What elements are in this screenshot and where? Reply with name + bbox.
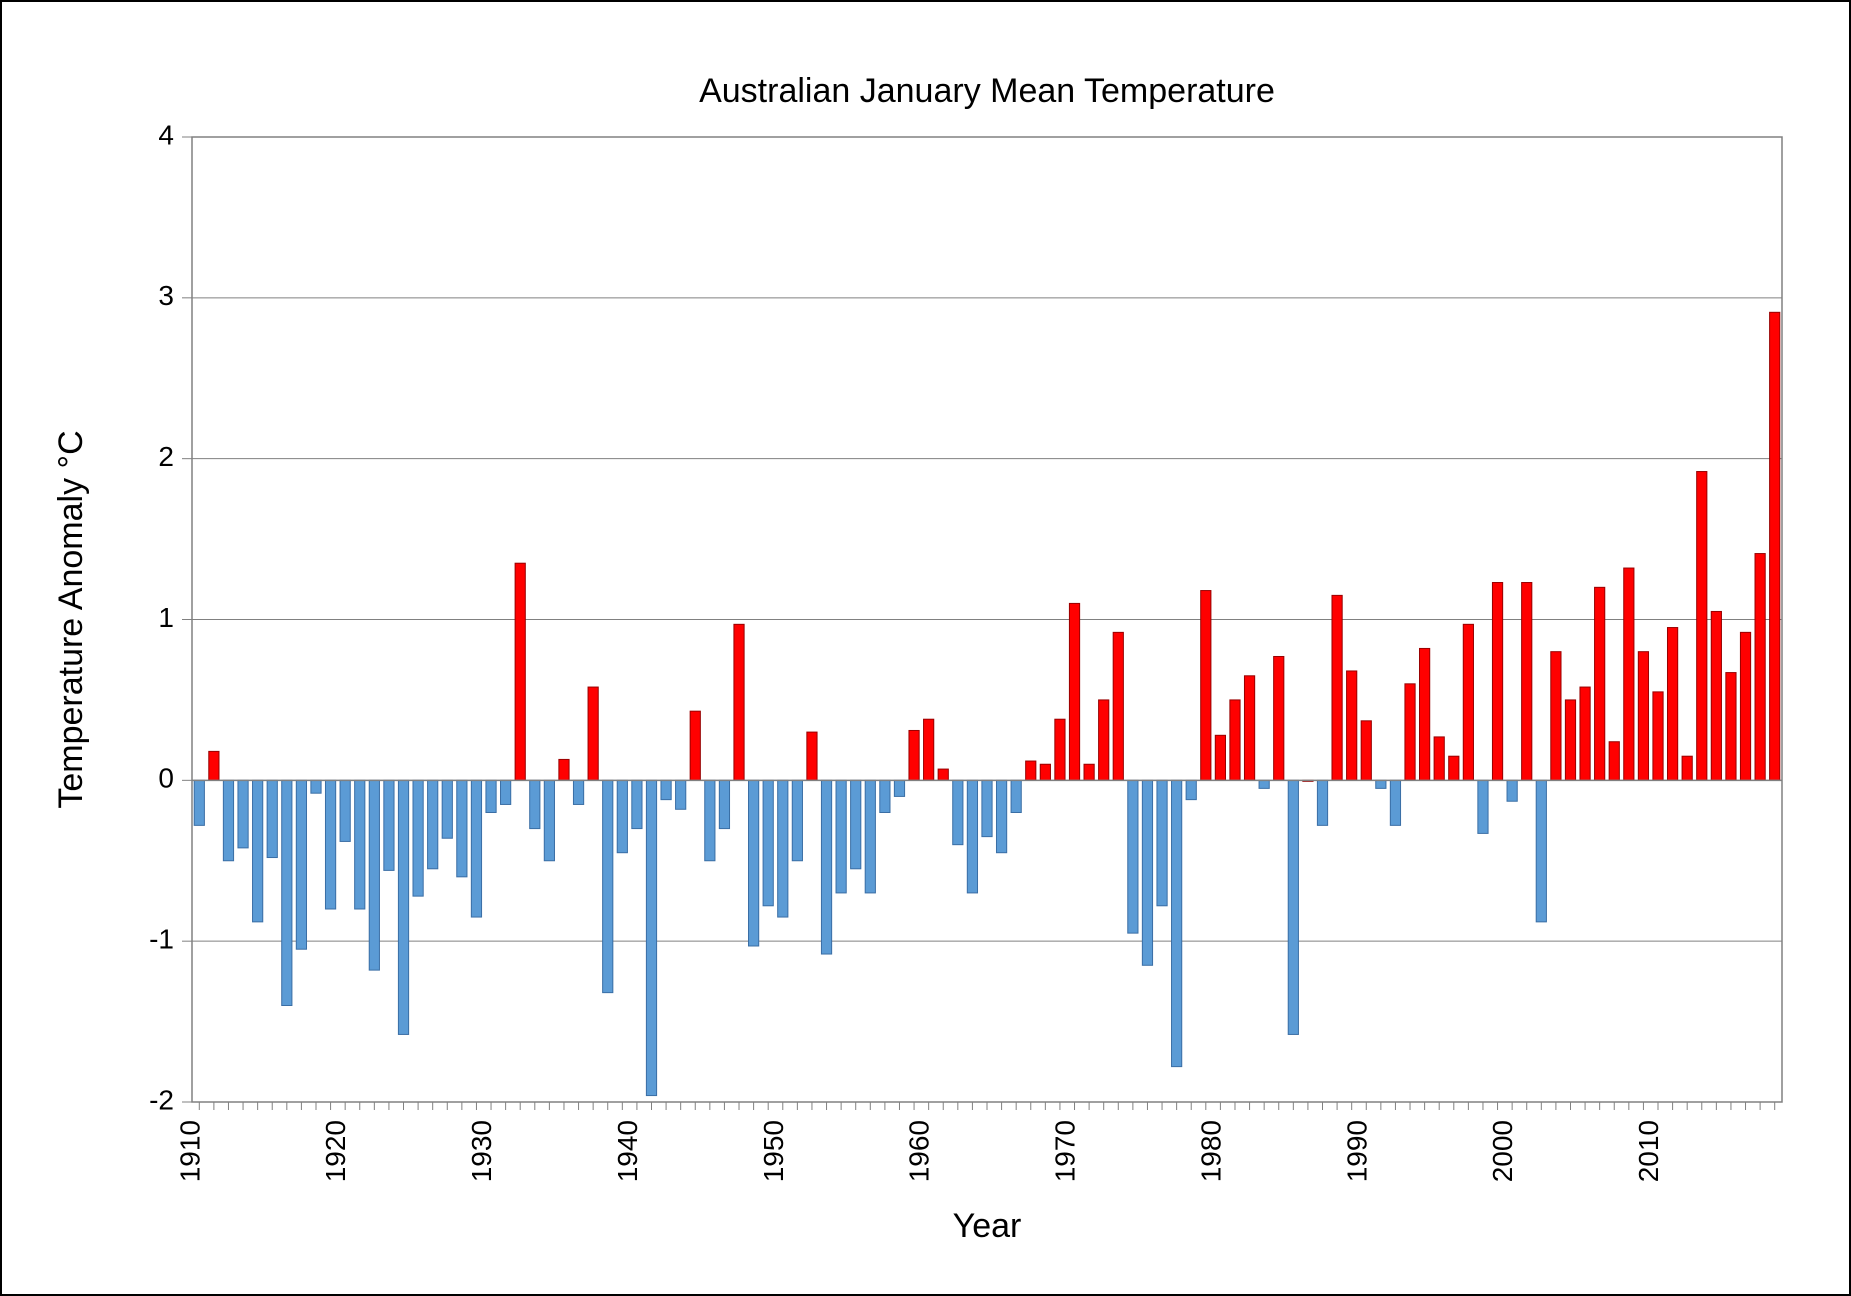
- svg-text:4: 4: [158, 119, 174, 150]
- svg-text:Year: Year: [953, 1207, 1022, 1245]
- svg-text:1970: 1970: [1050, 1120, 1081, 1182]
- svg-text:0: 0: [158, 763, 174, 794]
- svg-text:1960: 1960: [904, 1120, 935, 1182]
- svg-text:1930: 1930: [466, 1120, 497, 1182]
- svg-text:Temperature Anomaly °C: Temperature Anomaly °C: [52, 430, 90, 808]
- svg-text:1990: 1990: [1341, 1120, 1372, 1182]
- svg-text:1950: 1950: [758, 1120, 789, 1182]
- svg-text:2: 2: [158, 441, 174, 472]
- chart-frame: -2 -1 0 1 2 3 4 1910 1920 1930 1940 1950 1960 1970 198…: [0, 0, 1851, 1296]
- svg-text:1940: 1940: [612, 1120, 643, 1182]
- temperature-anomaly-bar-chart: -2 -1 0 1 2 3 4 1910 1920 1930 1940 1950 1960 1970 198…: [2, 2, 1849, 1294]
- svg-text:-1: -1: [149, 924, 174, 955]
- svg-text:3: 3: [158, 280, 174, 311]
- svg-text:Australian January Mean Temper: Australian January Mean Temperature: [699, 72, 1275, 110]
- svg-text:2000: 2000: [1487, 1120, 1518, 1182]
- svg-text:-2: -2: [149, 1084, 174, 1115]
- svg-text:1920: 1920: [320, 1120, 351, 1182]
- svg-text:1980: 1980: [1195, 1120, 1226, 1182]
- svg-text:1910: 1910: [174, 1120, 205, 1182]
- svg-text:1: 1: [158, 602, 174, 633]
- svg-text:2010: 2010: [1633, 1120, 1664, 1182]
